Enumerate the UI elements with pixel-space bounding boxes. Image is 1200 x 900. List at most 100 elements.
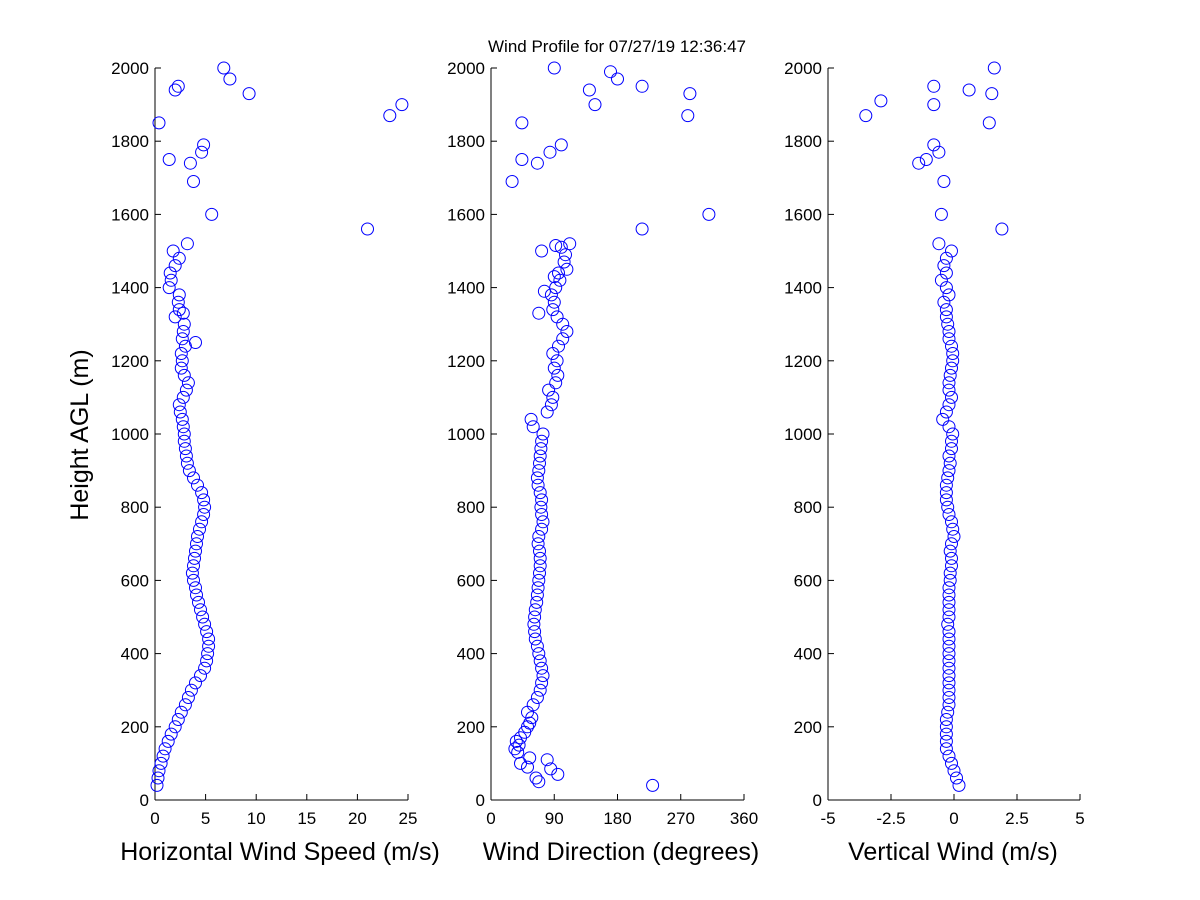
vertical-wind-panel: Vertical Wind (m/s) -5 -2.5 0 2.5 5 0 200 400 60… [784, 59, 1085, 866]
data-point-vertical [942, 654, 956, 668]
data-point-speed [191, 530, 204, 543]
y-tick-label: 0 [476, 791, 485, 810]
data-point-direction [547, 361, 561, 375]
data-point-direction [536, 669, 550, 683]
data-point-speed [187, 573, 200, 587]
data-point-direction [511, 745, 525, 759]
data-point-speed [152, 116, 166, 130]
data-point-direction [537, 284, 551, 298]
data-point-vertical [942, 288, 956, 302]
data-point-speed [223, 72, 237, 86]
data-point-direction [646, 778, 660, 792]
data-point-vertical [942, 449, 956, 463]
data-point-direction [547, 61, 561, 75]
data-point-direction [531, 581, 545, 595]
data-point-speed [196, 610, 210, 624]
horizontal-wind-speed-panel: Horizontal Wind Speed (m/s) Height AGL (… [66, 59, 440, 866]
x-tick-label: 0 [150, 809, 159, 828]
data-point-speed [190, 537, 203, 551]
data-point-speed [193, 522, 206, 536]
data-point-vertical [942, 508, 956, 521]
data-point-speed [383, 109, 397, 123]
y-tick-label: 800 [121, 498, 149, 517]
data-point-vertical [942, 332, 956, 346]
y-tick-label: 0 [140, 791, 149, 810]
data-point-speed [198, 500, 212, 514]
data-point-speed [192, 595, 205, 609]
data-point-direction [530, 471, 544, 485]
data-point-direction [554, 240, 568, 254]
data-point-direction [611, 72, 624, 86]
data-point-vertical [952, 778, 966, 792]
data-point-vertical [945, 537, 958, 551]
data-point-vertical [939, 742, 953, 756]
y-tick-label: 200 [457, 718, 485, 737]
data-point-direction [544, 288, 558, 302]
y-tick-label: 1400 [111, 279, 149, 298]
data-point-vertical [987, 61, 1001, 75]
y-tick-label: 1400 [784, 279, 822, 298]
data-point-vertical [945, 756, 958, 770]
data-point-direction [521, 705, 534, 719]
data-point-speed [177, 427, 191, 441]
data-point-speed [171, 295, 185, 309]
data-point-speed [164, 727, 178, 741]
data-point-vertical [942, 698, 956, 712]
y-tick-label: 400 [794, 645, 822, 664]
data-point-direction [533, 654, 547, 668]
data-point-vertical [941, 705, 955, 719]
data-point-vertical [942, 595, 956, 609]
data-point-speed [179, 449, 193, 463]
data-point-direction [523, 751, 537, 765]
data-point-direction [547, 270, 561, 284]
data-point-direction [524, 412, 538, 426]
data-point-speed [181, 691, 195, 704]
data-point-speed [175, 332, 189, 346]
data-point-speed [205, 207, 219, 221]
data-point-direction [551, 368, 565, 382]
data-point-vertical [942, 581, 956, 595]
data-point-vertical [927, 79, 941, 93]
y-tick-label: 1600 [784, 205, 822, 224]
data-point-vertical [942, 661, 956, 675]
data-point-speed [158, 742, 172, 756]
data-point-direction [532, 464, 546, 478]
data-point-speed [154, 756, 168, 770]
data-point-direction [530, 691, 544, 704]
data-point-direction [550, 354, 564, 368]
data-point-direction [521, 760, 534, 774]
data-point-vertical [985, 87, 999, 101]
data-point-direction [533, 551, 547, 565]
x-tick-label: -2.5 [876, 809, 905, 828]
data-point-vertical [942, 647, 956, 661]
data-point-vertical [939, 713, 953, 726]
data-point-direction [546, 390, 560, 404]
data-point-vertical [941, 500, 955, 514]
data-point-vertical [939, 251, 953, 265]
data-point-direction [550, 310, 564, 324]
data-point-speed [180, 237, 194, 251]
data-point-vertical [939, 720, 953, 734]
data-point-direction [540, 405, 554, 419]
x-tick-label: 270 [667, 809, 695, 828]
data-point-vertical [942, 325, 956, 338]
data-point-direction [533, 566, 546, 580]
x-axis-title-vertical: Vertical Wind (m/s) [848, 838, 1058, 866]
data-point-direction [536, 427, 550, 441]
y-tick-label: 600 [121, 571, 149, 590]
data-point-direction [554, 138, 568, 152]
data-point-speed [174, 705, 188, 719]
data-point-vertical [943, 368, 957, 382]
data-point-direction [526, 420, 540, 434]
data-point-speed [195, 486, 209, 500]
data-point-speed [176, 306, 190, 320]
data-point-direction [530, 639, 544, 653]
y-tick-label: 2000 [111, 59, 149, 78]
data-point-direction [536, 515, 550, 529]
data-point-vertical [942, 625, 956, 639]
data-point-vertical [945, 361, 958, 375]
data-point-vertical [942, 420, 956, 434]
data-point-speed [168, 259, 182, 273]
data-point-vertical [937, 295, 951, 309]
